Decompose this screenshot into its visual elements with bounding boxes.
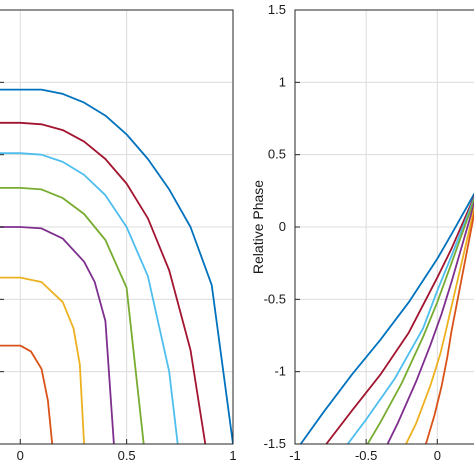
right-series-line-3 (346, 196, 474, 444)
left-series-line-5 (0, 226, 115, 444)
left-series-line-3 (0, 152, 179, 444)
right-y-tick-label: 0 (279, 219, 286, 234)
right-x-tick-label: -0.5 (355, 448, 377, 463)
left-series-line-7 (0, 344, 54, 444)
left-plot: 0 0.5 1 (0, 9, 237, 463)
right-series-line-4 (366, 197, 474, 444)
left-axes-box (0, 9, 234, 445)
left-series-line-4 (0, 186, 145, 444)
right-y-axis-label: Relative Phase (250, 180, 266, 274)
right-x-tick-label: 0 (434, 448, 441, 463)
left-series-line-6 (0, 276, 85, 444)
right-series-line-7 (424, 209, 474, 444)
right-series-line-5 (386, 201, 474, 444)
left-x-tick-label: 0 (17, 448, 24, 463)
right-y-tick-label: -1 (274, 364, 286, 379)
right-series-line-1 (299, 192, 474, 444)
left-x-tick-label: 0.5 (118, 448, 136, 463)
right-x-tick-labels: -1 -0.5 0 (289, 448, 441, 463)
left-tick-marks (0, 9, 234, 445)
left-x-tick-labels: 0 0.5 1 (17, 448, 237, 463)
left-series-line-1 (0, 88, 233, 444)
right-y-tick-label: 1 (279, 74, 286, 89)
right-y-tick-label: 0.5 (268, 147, 286, 162)
right-y-tick-label: 1.5 (268, 2, 286, 17)
left-x-tick-label: 1 (229, 448, 236, 463)
right-grid (295, 9, 474, 445)
right-series-group (299, 192, 474, 444)
left-series-group (0, 88, 233, 444)
left-series-line-2 (0, 121, 207, 444)
right-y-tick-label: -1.5 (264, 436, 286, 451)
left-grid (0, 9, 233, 445)
right-tick-marks (294, 9, 438, 445)
right-series-line-6 (405, 205, 474, 444)
right-x-tick-label: -1 (289, 448, 301, 463)
right-y-tick-labels: -1.5 -1 -0.5 0 0.5 1 1.5 (264, 2, 286, 451)
right-y-tick-label: -0.5 (264, 291, 286, 306)
right-series-line-2 (325, 195, 474, 444)
